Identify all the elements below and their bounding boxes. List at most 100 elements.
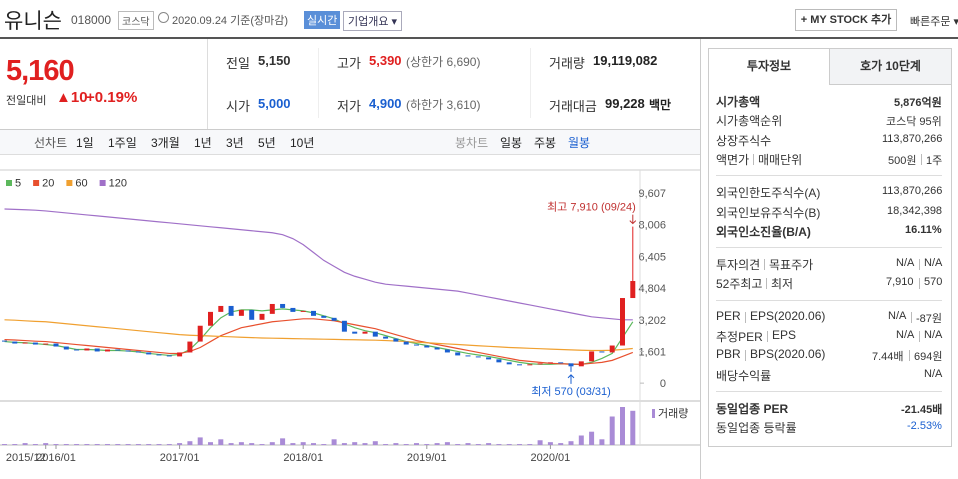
- ma-line: [4, 308, 634, 366]
- period-button[interactable]: 1주일: [108, 136, 137, 150]
- candle-body: [393, 338, 399, 342]
- change-value: 10: [70, 89, 88, 106]
- volume-bar: [187, 441, 193, 445]
- volume-bar: [53, 444, 59, 445]
- candle-body: [486, 357, 492, 360]
- quote-value: 99,228: [605, 96, 645, 111]
- volume-bar: [352, 442, 358, 445]
- volume-bar: [424, 444, 430, 445]
- x-tick-label: 2018/01: [283, 452, 323, 464]
- candle-body: [115, 349, 121, 351]
- candle-body: [22, 342, 28, 344]
- x-tick-label: 2016/01: [36, 452, 76, 464]
- volume-bar: [599, 439, 605, 445]
- candle-body: [475, 356, 481, 358]
- group-line: [716, 175, 942, 177]
- legend-swatch: [99, 180, 106, 186]
- quick-order[interactable]: 빠른주문 ▾: [910, 16, 958, 28]
- volume-bar: [166, 444, 172, 445]
- legend-swatch: [6, 180, 12, 186]
- volume-bar: [63, 444, 69, 445]
- info-value: 570: [924, 276, 943, 289]
- candle-body: [506, 362, 512, 365]
- info-label: 외국인한도주식수(A): [716, 186, 821, 201]
- candle-body: [434, 347, 440, 350]
- info-value: 7,910: [886, 276, 914, 289]
- quote-label: 저가: [337, 99, 361, 114]
- volume-bar: [537, 440, 543, 445]
- legend-label: 5: [15, 178, 21, 190]
- candle-body: [53, 343, 59, 347]
- period-button[interactable]: 1일: [76, 136, 94, 150]
- period-button[interactable]: 1년: [194, 136, 212, 150]
- info-value: N/A: [896, 329, 915, 341]
- volume-bar: [527, 444, 533, 445]
- info-value: 5,876억원: [894, 97, 942, 109]
- period-button[interactable]: 일봉: [500, 136, 523, 150]
- info-value: -87원: [916, 312, 943, 325]
- candle-body: [94, 348, 100, 352]
- candle-body: [125, 350, 131, 352]
- volume-bar: [125, 444, 131, 445]
- quote-label: 거래량: [549, 56, 585, 71]
- volume-bar: [135, 444, 141, 445]
- volume-bar: [362, 443, 368, 445]
- info-label: 배당수익률: [716, 368, 772, 383]
- volume-bar: [506, 444, 512, 445]
- candle-body: [259, 313, 265, 320]
- separator: [766, 278, 767, 290]
- volume-bar: [238, 442, 244, 445]
- info-value: 500원: [888, 154, 917, 167]
- volume-bar: [115, 444, 121, 445]
- candle-body: [84, 348, 90, 351]
- quote-value: 4,900: [369, 96, 402, 111]
- tab[interactable]: 호가 10단계: [829, 49, 951, 85]
- realtime-badge[interactable]: 실시간: [304, 11, 341, 29]
- separator: [921, 153, 922, 165]
- y-tick-label: 4,804: [638, 283, 666, 295]
- tab[interactable]: 투자정보: [709, 49, 829, 84]
- volume-bar: [300, 442, 306, 445]
- ma-line: [4, 208, 633, 321]
- y-tick-label: 0: [660, 378, 666, 390]
- period-button[interactable]: 주봉: [534, 136, 557, 150]
- candle-body: [620, 298, 625, 346]
- volume-bar: [383, 444, 389, 445]
- candle-body: [311, 310, 316, 316]
- candle-body: [352, 331, 358, 334]
- quick-order-text: 빠른주문: [910, 16, 951, 28]
- info-value: N/A: [924, 367, 943, 380]
- volume-bar: [630, 410, 636, 445]
- my-stock-button[interactable]: + MY STOCK 추가: [795, 9, 897, 31]
- candle-body: [527, 364, 533, 366]
- volume-bar: [486, 443, 492, 445]
- quote-label: 시가: [226, 99, 250, 114]
- chart: 5 20 60 120 0 1,601 3,202 4,804 6,405 8,006 9,607 2…: [0, 169, 700, 464]
- company-info-button[interactable]: 기업개요 ▾: [343, 11, 403, 31]
- candle-body: [177, 352, 183, 357]
- volume-bar: [311, 443, 316, 445]
- period-button[interactable]: 10년: [290, 136, 315, 150]
- y-tick-label: 6,405: [638, 251, 666, 263]
- candle-body: [424, 345, 430, 348]
- period-button[interactable]: 월봉: [568, 136, 591, 150]
- legend-swatch: [652, 409, 655, 418]
- candle-body: [599, 351, 605, 353]
- info-value: -2.53%: [907, 420, 942, 433]
- period-button[interactable]: 5년: [258, 136, 276, 150]
- info-value: 7.44배: [872, 351, 904, 364]
- info-value: N/A: [888, 309, 907, 322]
- quote-extra: (상한가 6,690): [406, 55, 481, 69]
- candle-body: [197, 325, 203, 342]
- info-label: 상장주식수: [716, 133, 772, 148]
- info-label: 외국인보유주식수(B): [716, 205, 821, 220]
- volume-bar: [455, 444, 461, 445]
- candle-body: [630, 281, 636, 299]
- candle-body: [444, 349, 450, 353]
- chart-toolbar: 선차트 1일 1주일 3개월 1년 3년 5년 10년 봉차트 일봉 주봉 월봉: [0, 130, 700, 155]
- period-button[interactable]: 3개월: [151, 136, 180, 150]
- period-button[interactable]: 3년: [226, 136, 244, 150]
- candle-body: [74, 349, 80, 351]
- candle-body: [166, 355, 172, 357]
- info-label: 최저: [771, 277, 794, 292]
